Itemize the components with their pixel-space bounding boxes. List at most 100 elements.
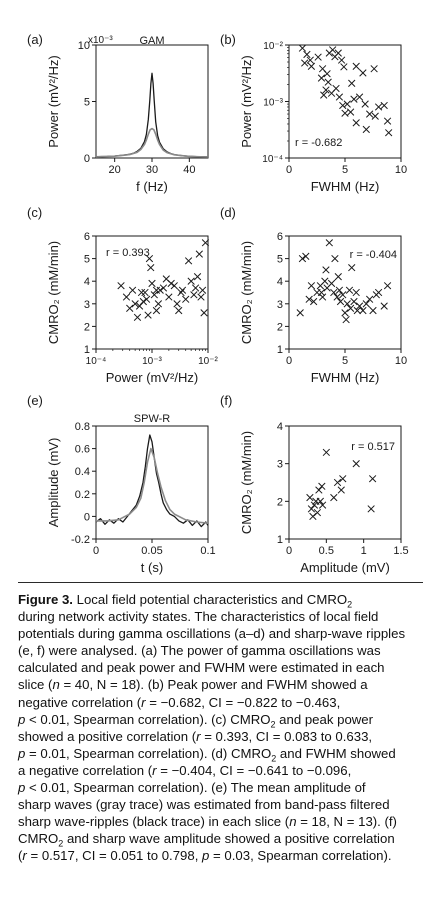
- data-point-stroke: [330, 288, 338, 297]
- data-point-stroke: [318, 65, 327, 73]
- data-point-stroke: [315, 486, 323, 494]
- data-point-stroke: [380, 302, 388, 310]
- data-point-stroke: [322, 448, 330, 457]
- y-tick-label: 3: [277, 459, 283, 471]
- data-point-stroke: [154, 300, 163, 308]
- correlation-annotation: r = 0.393: [106, 247, 150, 259]
- x-tick-label: 10⁻²: [198, 356, 218, 367]
- data-point-stroke: [309, 512, 317, 521]
- x-axis-label: Amplitude (mV): [300, 560, 390, 575]
- x-tick-label: 1.5: [393, 545, 408, 557]
- caption-segment: 2: [347, 599, 353, 610]
- data-point: [343, 100, 351, 108]
- x-tick-label: 10⁻³: [142, 356, 162, 367]
- data-point-stroke: [142, 295, 151, 303]
- data-point-stroke: [310, 501, 319, 509]
- data-point: [159, 284, 168, 292]
- data-point: [339, 291, 347, 299]
- x-tick-label: 0: [93, 545, 99, 557]
- data-point: [334, 273, 342, 281]
- data-point: [359, 69, 367, 77]
- data-point-stroke: [314, 53, 322, 61]
- caption-rule: [18, 582, 423, 583]
- data-point-stroke: [333, 478, 342, 487]
- caption-line: negative correlation (r = −0.682, CI = −…: [18, 694, 423, 711]
- data-point-stroke: [318, 293, 327, 301]
- data-point: [331, 254, 339, 263]
- data-point: [148, 279, 156, 288]
- caption-segment: = 0.01, Spearman correlation). (d) CMRO: [25, 745, 272, 761]
- data-point-stroke: [320, 91, 328, 99]
- data-point-stroke: [337, 486, 345, 494]
- data-point-stroke: [296, 309, 304, 317]
- data-point: [343, 300, 351, 308]
- y-tick-label: 2: [277, 321, 283, 333]
- y-tick-label: 4: [84, 276, 90, 288]
- data-point-stroke: [352, 119, 360, 127]
- data-point: [339, 101, 347, 110]
- data-point: [374, 288, 383, 297]
- data-point-stroke: [341, 309, 349, 317]
- data-point-stroke: [318, 501, 327, 509]
- data-point-stroke: [339, 101, 347, 110]
- data-point-stroke: [126, 304, 134, 312]
- caption-segment: < 0.01, Spearman correlation). (e) The m…: [25, 780, 366, 796]
- data-point: [352, 460, 360, 468]
- caption-segment: p: [18, 745, 26, 761]
- caption-segment: r: [196, 728, 201, 744]
- data-point: [128, 286, 137, 294]
- y-tick-label: 4: [277, 421, 283, 433]
- data-point-stroke: [167, 279, 175, 288]
- data-point: [352, 288, 360, 297]
- y-tick-label: 6: [84, 231, 90, 243]
- data-point-stroke: [361, 100, 369, 108]
- data-point-stroke: [359, 69, 367, 77]
- data-point: [195, 250, 203, 258]
- y-axis-label: CMRO₂ (mM/min): [46, 241, 61, 344]
- data-point: [341, 109, 349, 117]
- data-point-stroke: [303, 50, 311, 59]
- data-point-stroke: [135, 302, 144, 310]
- caption-figure-label: Figure 3.: [18, 592, 73, 607]
- data-point-stroke: [337, 56, 346, 64]
- data-point-stroke: [317, 74, 326, 82]
- panel-label: (c): [27, 205, 42, 220]
- caption-segment: p: [18, 780, 26, 796]
- data-point: [361, 100, 369, 108]
- data-point-stroke: [362, 125, 370, 134]
- caption-segment: 2: [271, 753, 277, 764]
- data-point-stroke: [147, 263, 155, 272]
- data-point-stroke: [374, 288, 383, 297]
- caption-segment: < 0.01, Spearman correlation). (c) CMRO: [25, 711, 271, 727]
- data-point: [187, 277, 195, 285]
- data-point: [301, 59, 309, 67]
- data-point: [367, 505, 375, 513]
- data-point: [122, 293, 131, 301]
- y-axis-label: CMRO₂ (mM/min): [239, 431, 254, 534]
- caption-segment: during network activity states. The char…: [18, 609, 379, 625]
- data-point-stroke: [341, 109, 349, 117]
- data-point: [126, 304, 134, 312]
- x-tick-label: 0: [286, 355, 292, 367]
- data-point-stroke: [122, 293, 131, 301]
- data-point-stroke: [330, 493, 338, 502]
- data-point: [307, 62, 316, 70]
- data-point-stroke: [348, 263, 356, 272]
- data-point: [350, 95, 358, 103]
- data-point-stroke: [313, 508, 322, 517]
- data-point-stroke: [307, 505, 316, 513]
- data-point: [154, 300, 163, 308]
- data-point-stroke: [323, 70, 331, 78]
- panel-label: (b): [220, 32, 236, 47]
- data-point: [200, 309, 208, 317]
- x-axis-label: f (Hz): [136, 179, 168, 194]
- data-point-stroke: [353, 306, 361, 315]
- caption-line: a negative correlation (r = −0.404, CI =…: [18, 762, 423, 779]
- data-point: [350, 297, 358, 306]
- data-point-stroke: [342, 315, 350, 324]
- x-tick-label: 0.5: [319, 545, 334, 557]
- data-point-stroke: [380, 101, 388, 110]
- data-point-stroke: [339, 475, 347, 483]
- data-point-stroke: [200, 309, 208, 317]
- data-point-stroke: [332, 84, 340, 93]
